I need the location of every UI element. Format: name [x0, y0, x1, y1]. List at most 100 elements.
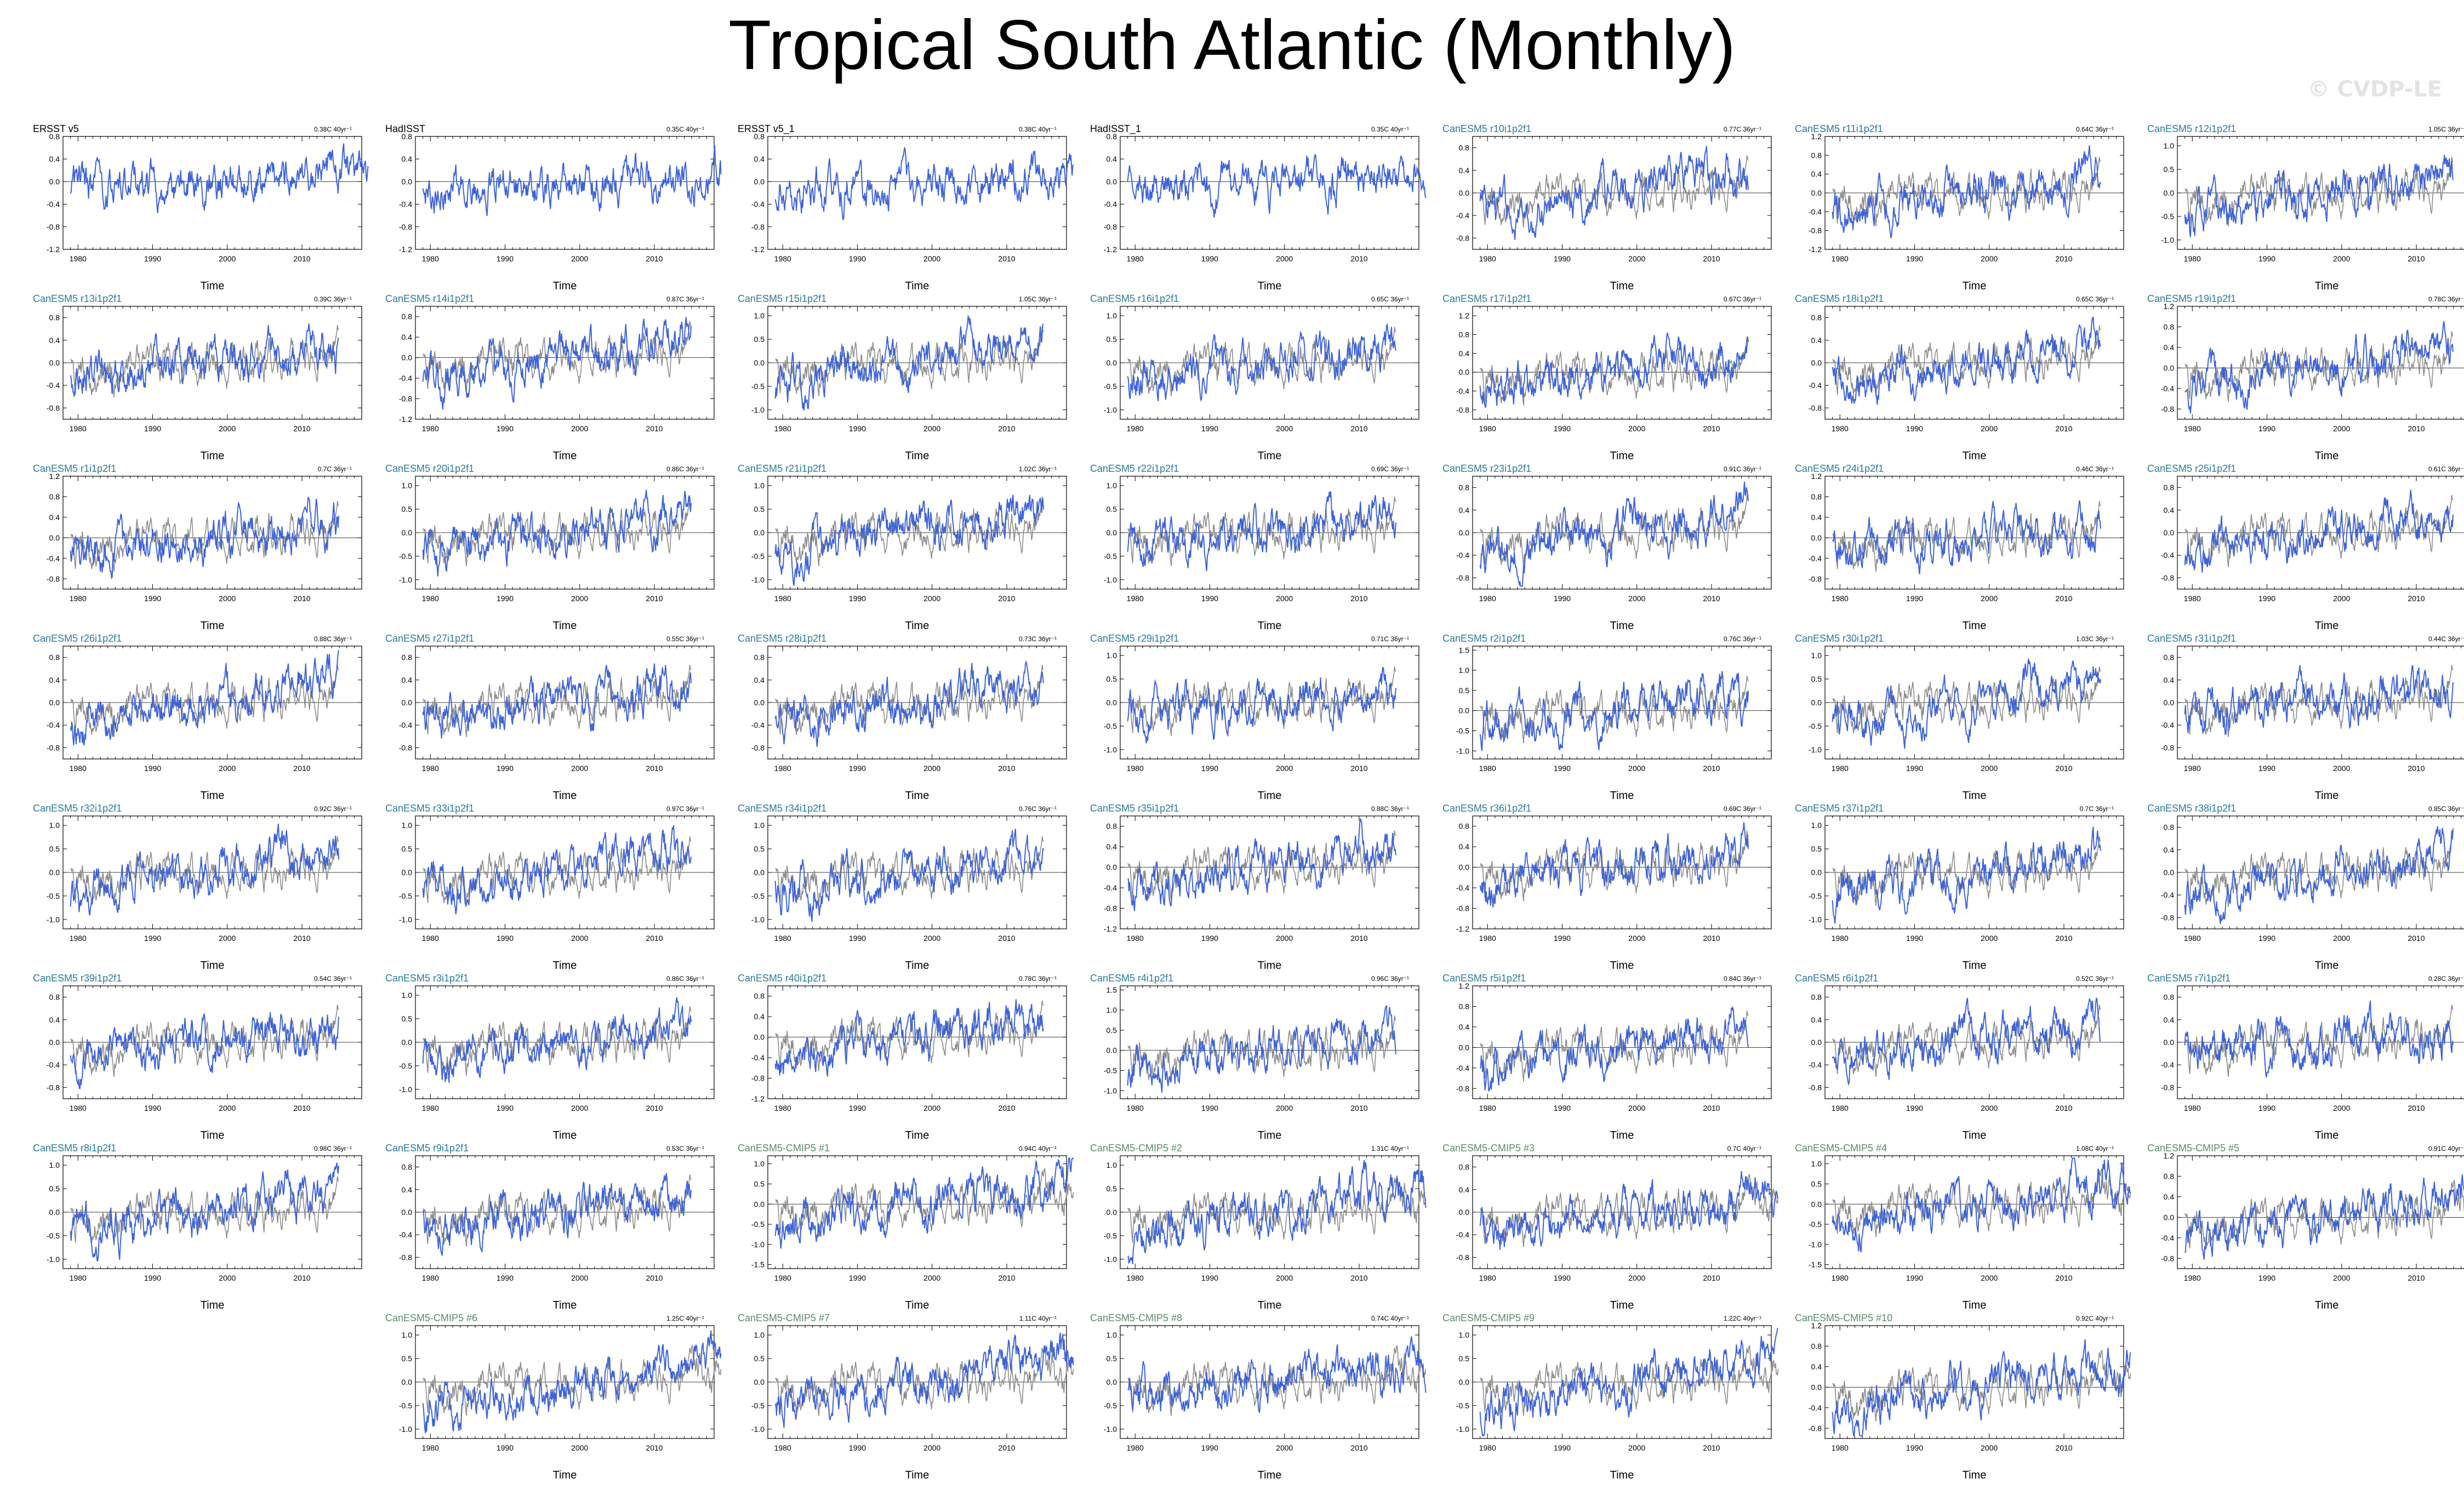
panel-plot: -1.0 -0.5 0.0 0.5 1.0 1980 1990 2000 2010 — [1809, 646, 2124, 773]
x-tick-label: 1990 — [1201, 424, 1218, 433]
x-tick-label: 1980 — [1832, 764, 1849, 773]
y-tick-label: 0.4 — [2164, 846, 2175, 854]
y-tick-label: -1.2 — [399, 245, 412, 254]
x-tick-label: 2010 — [646, 254, 663, 263]
y-tick-label: -1.0 — [751, 406, 765, 414]
y-tick-label: 0.8 — [2164, 993, 2175, 1002]
y-tick-label: -0.4 — [1809, 554, 1822, 563]
y-tick-label: 0.0 — [754, 1033, 765, 1042]
y-tick-label: -0.8 — [2161, 573, 2174, 582]
y-tick-label: 0.8 — [402, 132, 413, 141]
panel-plot: -1.0 -0.5 0.0 0.5 1.0 1980 1990 2000 2010 — [1809, 815, 2124, 943]
panel-plot: -1.0 -0.5 0.0 0.5 1.0 1980 1990 2000 2010 — [399, 476, 715, 603]
y-tick-label: 0.8 — [1811, 993, 1822, 1002]
series-line — [1127, 818, 1396, 911]
x-tick-label: 2000 — [571, 934, 588, 943]
y-tick-label: 0.0 — [2164, 189, 2175, 197]
panel-plot: -1.2 -0.8 -0.4 0.0 0.4 0.8 1.2 1980 1990 2000 2010 — [1809, 132, 2124, 263]
y-tick-label: 0.8 — [1811, 492, 1822, 501]
panel-trend-label: 0.88C 36yr⁻¹ — [1371, 805, 1409, 813]
x-tick-label: 1990 — [2258, 254, 2275, 263]
y-tick-label: -0.4 — [2161, 721, 2174, 729]
x-tick-label: 1990 — [2258, 764, 2275, 773]
x-tick-label: 2010 — [2408, 934, 2425, 943]
series-line — [70, 823, 339, 916]
y-tick-label: 0.0 — [49, 358, 60, 367]
y-tick-label: -1.0 — [1104, 406, 1117, 414]
y-tick-label: -0.8 — [751, 222, 765, 231]
panel-trend-label: 0.7C 36yr⁻¹ — [2079, 805, 2114, 813]
x-tick-label: 1990 — [849, 934, 866, 943]
y-tick-label: 0.0 — [1459, 368, 1470, 376]
y-tick-label: 0.4 — [1106, 842, 1117, 851]
x-tick-label: 2000 — [923, 764, 940, 773]
y-tick-label: -0.8 — [1456, 1084, 1469, 1093]
x-tick-label: 2000 — [219, 1104, 236, 1112]
x-axis-label: Time — [200, 960, 225, 972]
series-line — [1479, 332, 1749, 408]
y-tick-label: 0.8 — [1811, 151, 1822, 159]
y-tick-label: 0.4 — [2164, 676, 2175, 684]
y-tick-label: -0.4 — [2161, 551, 2174, 560]
x-axis-label: Time — [1962, 790, 1987, 802]
x-tick-label: 2010 — [998, 254, 1015, 263]
y-tick-label: 1.0 — [1459, 666, 1470, 675]
panel-title: CanESM5 r11i1p2f1 — [1795, 123, 1883, 134]
panel-trend-label: 1.02C 36yr⁻¹ — [1018, 465, 1057, 473]
series-line — [2184, 155, 2454, 237]
y-tick-label: 0.5 — [49, 1184, 60, 1193]
obs-overlay-line — [2184, 495, 2454, 568]
y-tick-label: 1.0 — [1811, 651, 1822, 660]
x-tick-label: 2010 — [646, 424, 663, 433]
panel-trend-label: 0.86C 36yr⁻¹ — [666, 975, 704, 983]
y-tick-label: 0.8 — [1811, 313, 1822, 322]
x-tick-label: 2000 — [1981, 934, 1998, 943]
panel-trend-label: 0.97C 36yr⁻¹ — [666, 805, 704, 813]
x-tick-label: 1990 — [497, 934, 514, 943]
x-tick-label: 1990 — [1906, 764, 1923, 773]
y-tick-label: 0.0 — [1459, 189, 1470, 197]
y-tick-label: 0.0 — [2164, 363, 2175, 372]
y-tick-label: -0.4 — [47, 554, 60, 563]
y-tick-label: 0.0 — [49, 868, 60, 877]
chart-panel: CanESM5-CMIP5 #1 0.94C 40yr⁻¹ -1.5 -1.0 -0.5… — [738, 1143, 1074, 1312]
x-tick-label: 2010 — [293, 934, 310, 943]
x-tick-label: 1990 — [144, 594, 161, 603]
panel-title: CanESM5 r23i1p2f1 — [1442, 463, 1532, 474]
y-tick-label: 1.0 — [754, 481, 765, 490]
y-tick-label: -0.5 — [1104, 1066, 1117, 1075]
panel-trend-label: 0.73C 36yr⁻¹ — [1018, 635, 1057, 643]
y-tick-label: 0.0 — [49, 1038, 60, 1047]
x-tick-label: 1980 — [1479, 424, 1496, 433]
series-line — [1127, 491, 1396, 572]
obs-overlay-line — [423, 836, 692, 906]
y-tick-label: -0.5 — [751, 382, 765, 391]
series-line — [422, 825, 692, 915]
panel-trend-label: 0.84C 36yr⁻¹ — [1723, 975, 1761, 983]
plot-frame — [1120, 136, 1419, 250]
panel-title: CanESM5 r8i1p2f1 — [33, 1143, 117, 1154]
y-tick-label: 0.5 — [2164, 165, 2175, 174]
panel-plot: -1.2 -0.8 -0.4 0.0 0.4 0.8 1980 1990 2000 2010 — [47, 132, 369, 263]
y-tick-label: 0.0 — [1106, 863, 1117, 872]
panel-title: CanESM5-CMIP5 #1 — [738, 1143, 830, 1154]
series-line — [1479, 1006, 1749, 1092]
x-tick-label: 1990 — [1906, 594, 1923, 603]
x-tick-label: 1980 — [1832, 1104, 1849, 1112]
panel-trend-label: 0.38C 40yr⁻¹ — [313, 125, 352, 133]
x-axis-label: Time — [2314, 450, 2339, 462]
series-line — [70, 650, 339, 746]
panel-plot: -0.8 -0.4 0.0 0.4 0.8 1980 1990 2000 2010 — [47, 306, 362, 433]
y-tick-label: 0.0 — [49, 533, 60, 542]
y-tick-label: 0.8 — [1459, 1002, 1470, 1011]
x-tick-label: 1990 — [1201, 594, 1218, 603]
x-tick-label: 2000 — [219, 764, 236, 773]
panel-title: ERSST v5 — [33, 123, 79, 134]
y-tick-label: -0.4 — [47, 1060, 60, 1069]
panel-trend-label: 0.92C 36yr⁻¹ — [313, 805, 352, 813]
y-tick-label: -1.0 — [751, 1240, 765, 1249]
x-tick-label: 1980 — [422, 1274, 439, 1282]
y-tick-label: 0.8 — [2164, 823, 2175, 832]
x-tick-label: 2000 — [571, 1274, 588, 1282]
series-line — [774, 314, 1044, 411]
